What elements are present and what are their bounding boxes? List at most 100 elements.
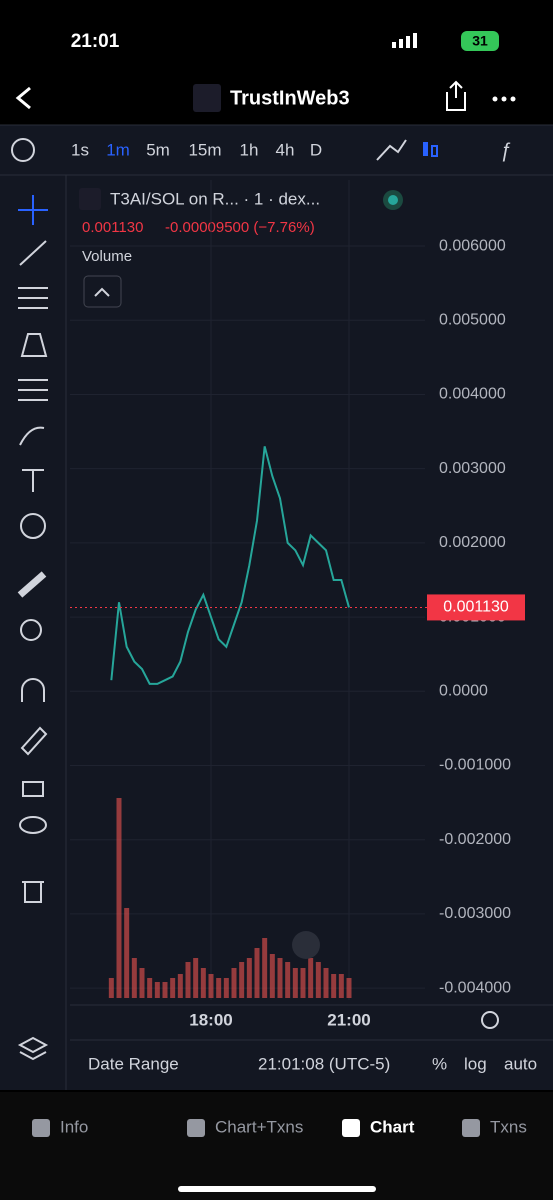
collapse-button[interactable] — [83, 275, 122, 308]
indicators-button[interactable]: ƒ — [500, 139, 511, 161]
volume-bar — [308, 958, 314, 998]
volume-bar — [262, 938, 268, 998]
y-tick-label: -0.004000 — [439, 979, 511, 996]
volume-bar — [246, 958, 252, 998]
live-dot — [388, 195, 398, 205]
interval-button[interactable]: 1s — [71, 140, 89, 159]
volume-label: Volume — [82, 248, 132, 265]
volume-bar — [208, 974, 214, 998]
percent-toggle[interactable]: % — [432, 1054, 447, 1073]
interval-button[interactable]: 1m — [106, 140, 130, 159]
chart-style-line[interactable] — [376, 139, 407, 161]
volume-bar — [338, 974, 344, 998]
tab[interactable]: Info — [60, 1117, 88, 1136]
emoji-tool[interactable] — [20, 513, 46, 539]
volume-bar — [200, 968, 206, 998]
volume-bar — [177, 974, 183, 998]
collapse-icon — [94, 287, 110, 297]
crosshair-tool[interactable] — [18, 195, 48, 225]
legend-logo — [79, 188, 101, 210]
last-price-label: 0.001130 — [443, 599, 509, 616]
trendline-tool[interactable] — [19, 240, 47, 266]
x-tick-label: 21:00 — [327, 1010, 370, 1029]
tab-bar — [0, 1092, 553, 1200]
zoom-tool[interactable] — [20, 619, 42, 641]
unlock-tool[interactable] — [22, 781, 44, 797]
lock-drawing-tool[interactable] — [20, 726, 48, 756]
y-tick-label: 0.003000 — [439, 460, 506, 477]
home-indicator — [178, 1186, 376, 1192]
share-button[interactable] — [446, 80, 466, 111]
price-line — [110, 446, 350, 685]
y-tick-label: -0.002000 — [439, 831, 511, 848]
volume-bar — [323, 968, 329, 998]
volume-bar — [269, 954, 275, 998]
volume-bar — [239, 962, 245, 998]
tab-icon — [342, 1119, 360, 1137]
volume-bar — [108, 978, 114, 998]
y-tick-label: 0.0000 — [439, 683, 488, 700]
more-button[interactable] — [492, 96, 516, 102]
x-tick-label: 18:00 — [189, 1010, 232, 1029]
volume-bar — [154, 982, 160, 998]
settings-button[interactable] — [481, 1011, 499, 1029]
tab[interactable]: Txns — [490, 1117, 527, 1136]
fib-tool[interactable] — [18, 287, 48, 309]
tab-icon — [462, 1119, 480, 1137]
volume-bar — [116, 798, 122, 998]
date-range[interactable]: Date Range — [88, 1054, 179, 1073]
y-tick-label: -0.003000 — [439, 905, 511, 922]
candle-icon[interactable] — [423, 142, 438, 157]
volume-bar — [131, 958, 137, 998]
volume-bar — [139, 968, 145, 998]
ruler-tool[interactable] — [17, 571, 47, 598]
y-tick-label: -0.001000 — [439, 757, 511, 774]
y-tick-label: 0.005000 — [439, 311, 506, 328]
reset-button[interactable] — [292, 931, 320, 959]
layers-button[interactable] — [17, 1036, 49, 1061]
legend-symbol: T3AI/SOL on R... · 1 · dex... — [110, 189, 320, 208]
delete-tool[interactable] — [22, 881, 44, 903]
interval-button[interactable]: 4h — [276, 140, 295, 159]
tab-icon — [187, 1119, 205, 1137]
signal — [392, 33, 417, 48]
status-time: 21:01 — [71, 31, 120, 52]
interval-button[interactable]: D — [310, 140, 322, 159]
tab[interactable]: Chart+Txns — [215, 1117, 303, 1136]
hide-tool[interactable] — [19, 816, 47, 834]
volume-bar — [315, 962, 321, 998]
log-toggle[interactable]: log — [464, 1054, 487, 1073]
clock: 21:01:08 (UTC-5) — [258, 1054, 390, 1073]
tab[interactable]: Chart — [370, 1117, 415, 1136]
volume-bar — [300, 968, 306, 998]
volume-bar — [124, 908, 130, 998]
y-tick-label: 0.002000 — [439, 534, 506, 551]
volume-bar — [231, 968, 237, 998]
volume-bar — [170, 978, 176, 998]
interval-button[interactable]: 1h — [240, 140, 259, 159]
back-button[interactable] — [15, 86, 31, 110]
volume-bar — [193, 958, 199, 998]
volume-bar — [277, 958, 283, 998]
y-tick-label: 0.006000 — [439, 237, 506, 254]
header-title: TrustInWeb3 — [230, 87, 350, 109]
brush-tool[interactable] — [19, 426, 45, 446]
volume-bar — [185, 962, 191, 998]
token-logo — [193, 84, 221, 112]
volume-bar — [346, 978, 352, 998]
projection-tool[interactable] — [18, 379, 48, 401]
add-indicator[interactable] — [11, 138, 35, 162]
volume-bar — [223, 978, 229, 998]
tab-icon — [32, 1119, 50, 1137]
pattern-tool[interactable] — [20, 333, 48, 357]
text-tool[interactable] — [22, 469, 44, 492]
magnet-tool[interactable] — [21, 678, 45, 702]
auto-toggle[interactable]: auto — [504, 1054, 537, 1073]
drawing-tools — [17, 195, 49, 1061]
volume-bar — [147, 978, 153, 998]
interval-button[interactable]: 5m — [146, 140, 170, 159]
volume-bar — [331, 974, 337, 998]
interval-button[interactable]: 15m — [188, 140, 221, 159]
battery — [461, 31, 499, 51]
